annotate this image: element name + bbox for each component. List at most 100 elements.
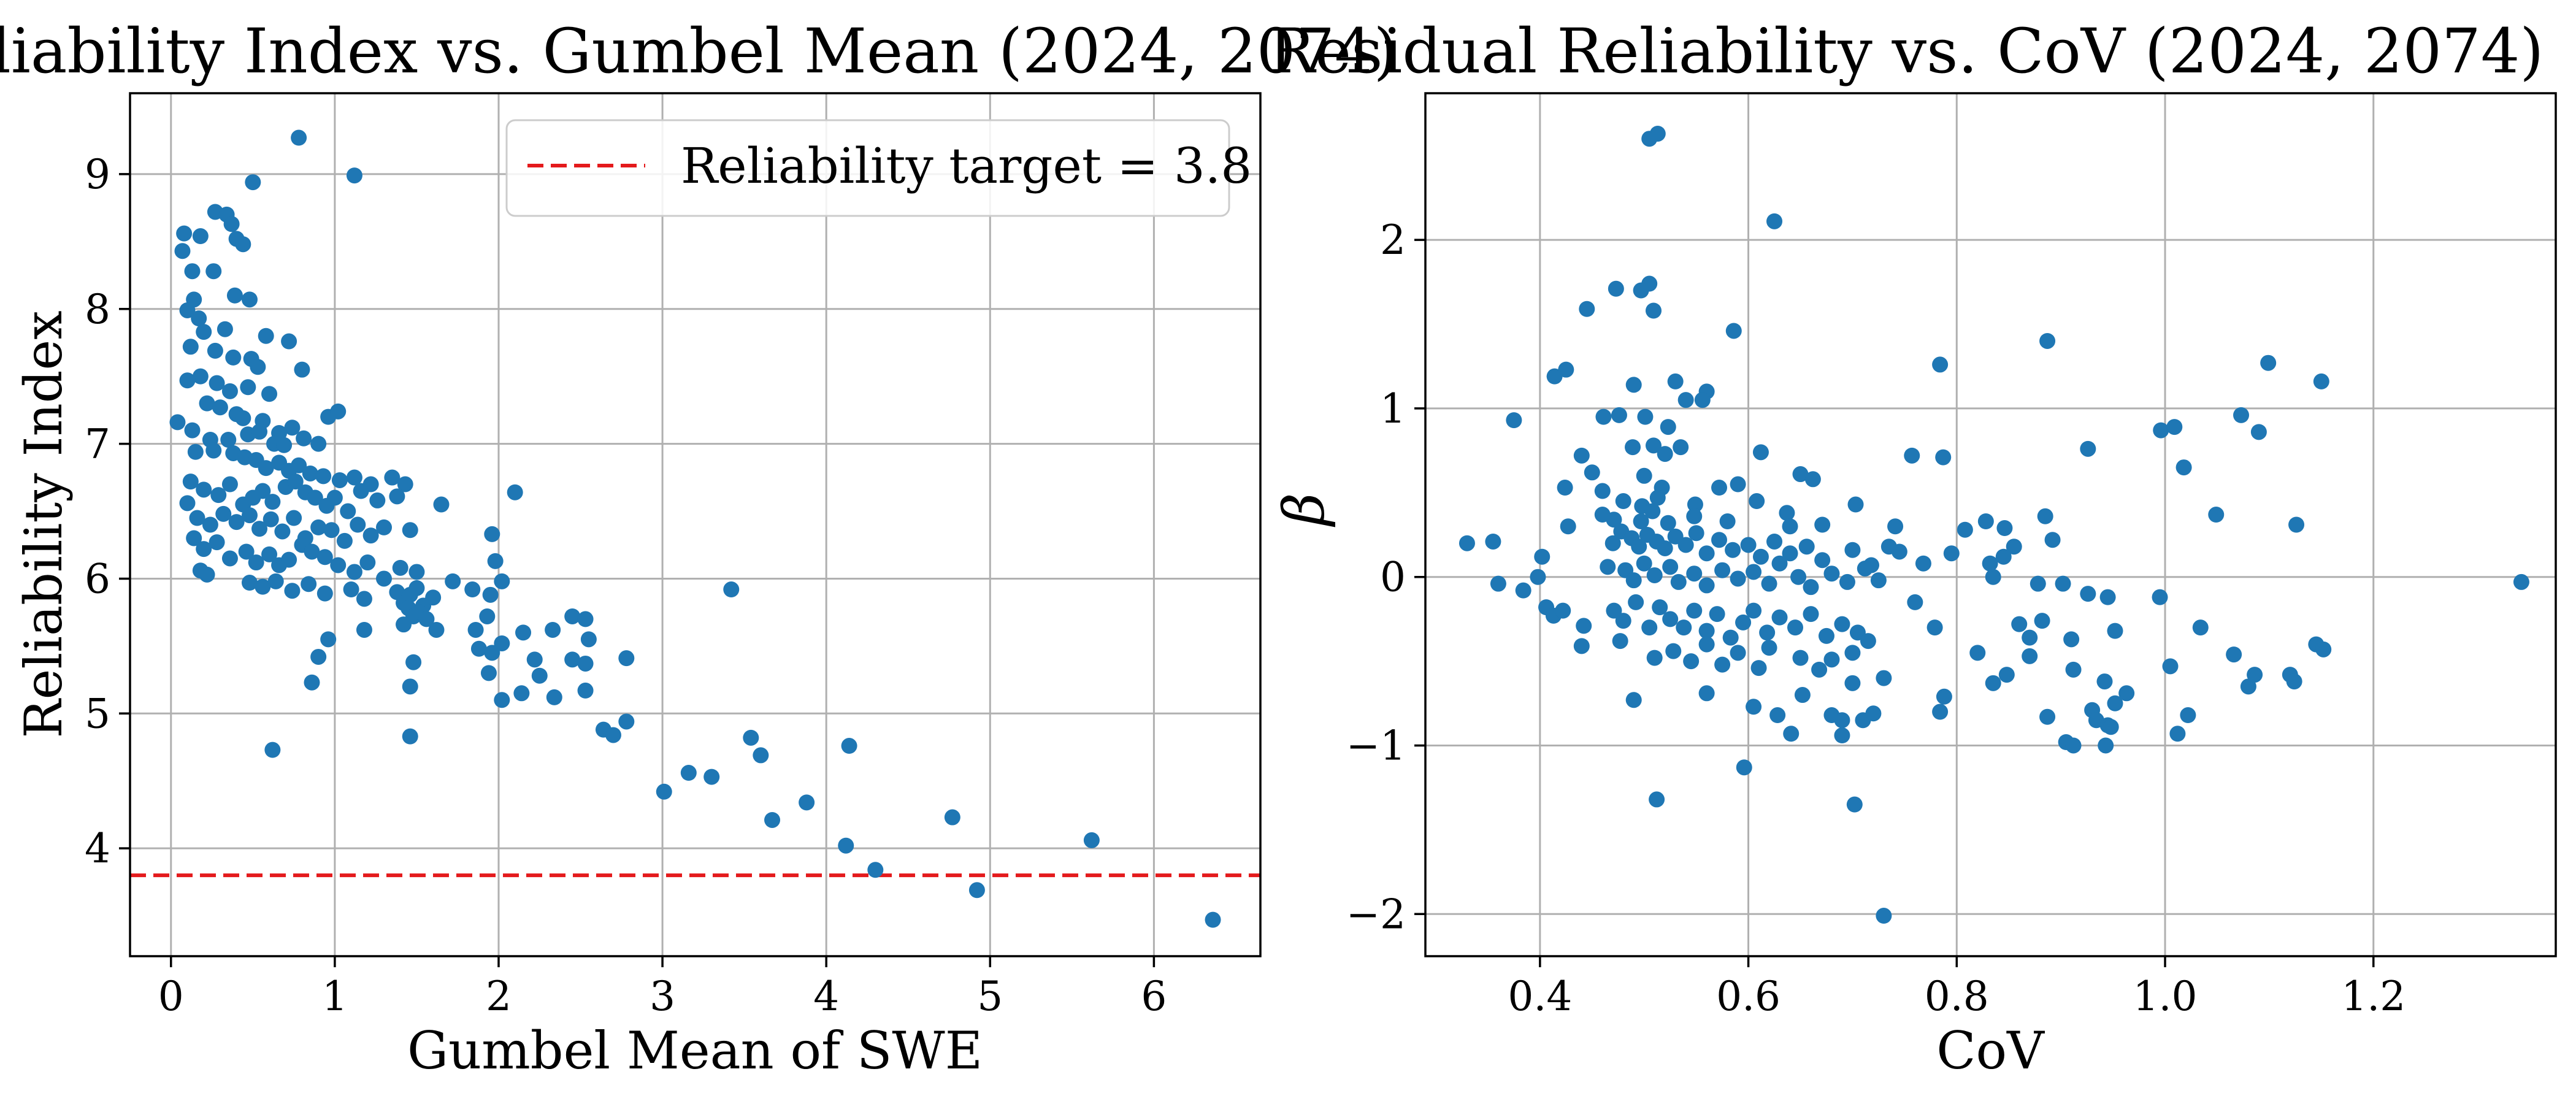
scatter-point [402, 728, 418, 745]
scatter-point [402, 678, 418, 695]
scatter-point [179, 372, 196, 389]
scatter-point [2240, 678, 2256, 695]
scatter-point [302, 465, 318, 481]
right-plot-frame [1424, 92, 2557, 957]
x-tick-label: 1.0 [2133, 973, 2198, 1020]
scatter-point [2315, 641, 2332, 657]
scatter-point [2055, 575, 2071, 592]
scatter-point [330, 403, 347, 420]
scatter-point [1935, 449, 1952, 466]
scatter-point [392, 559, 408, 576]
y-tick-label: 8 [85, 286, 110, 333]
scatter-point [1641, 619, 1658, 636]
scatter-point [186, 530, 202, 546]
scatter-point [251, 423, 268, 440]
scatter-point [182, 473, 199, 490]
scatter-point [1782, 518, 1798, 535]
scatter-point [326, 489, 343, 506]
scatter-point [494, 635, 510, 651]
scatter-point [1633, 282, 1649, 299]
scatter-point [1932, 703, 1949, 720]
scatter-point [255, 578, 271, 595]
scatter-point [577, 682, 594, 699]
scatter-point [418, 611, 435, 627]
scatter-point [1698, 623, 1715, 639]
scatter-point [221, 550, 238, 567]
scatter-point [1844, 645, 1861, 661]
scatter-point [1083, 832, 1100, 848]
x-tick-label: 4 [813, 973, 839, 1020]
scatter-point [2313, 373, 2329, 389]
scatter-point [1576, 618, 1592, 634]
scatter-point [1998, 667, 2015, 683]
scatter-point [1740, 537, 1757, 553]
scatter-point [1730, 476, 1746, 493]
scatter-point [1752, 444, 1769, 461]
scatter-point [1677, 392, 1694, 408]
scatter-point [217, 321, 233, 337]
scatter-point [1652, 599, 1668, 616]
scatter-point [1811, 661, 1828, 678]
scatter-point [291, 457, 307, 473]
scatter-point [1876, 908, 1892, 924]
scatter-point [2226, 646, 2242, 663]
x-tick-label: 0 [158, 973, 184, 1020]
y-tick-label: 7 [85, 421, 110, 468]
scatter-point [264, 494, 281, 510]
right-gridlines [1425, 93, 2556, 956]
scatter-point [618, 650, 635, 667]
scatter-point [1625, 439, 1641, 456]
scatter-point [1977, 513, 1994, 530]
scatter-point [320, 631, 337, 648]
scatter-point [1636, 467, 1652, 484]
scatter-point [1794, 687, 1811, 703]
scatter-point [1646, 567, 1663, 583]
scatter-point [867, 862, 884, 878]
scatter-point [2250, 424, 2267, 440]
scatter-point [301, 576, 317, 592]
scatter-point [225, 349, 242, 366]
scatter-point [1686, 565, 1703, 582]
scatter-point [1725, 323, 1742, 339]
scatter-point [284, 420, 301, 436]
legend-box [505, 119, 1230, 217]
scatter-point [1594, 483, 1611, 499]
scatter-point [356, 591, 372, 607]
y-tick-label: 4 [85, 825, 110, 872]
scatter-point [467, 621, 484, 638]
scatter-point [1915, 555, 1931, 572]
scatter-point [445, 573, 461, 589]
scatter-point [1555, 602, 1571, 619]
scatter-point [1665, 643, 1682, 659]
scatter-point [315, 468, 332, 485]
scatter-point [743, 729, 759, 746]
scatter-point [1573, 447, 1590, 464]
y-tick-label: −2 [1346, 891, 1406, 938]
scatter-point [1662, 611, 1679, 627]
scatter-point [1985, 675, 2001, 691]
scatter-point [507, 484, 523, 500]
scatter-point [304, 674, 320, 691]
scatter-point [359, 554, 376, 571]
scatter-point [192, 368, 209, 385]
scatter-point [577, 655, 594, 672]
scatter-point [656, 783, 672, 800]
left-chart-title: Reliability Index vs. Gumbel Mean (2024,… [0, 15, 1398, 87]
scatter-point [1608, 280, 1624, 297]
scatter-point [384, 469, 401, 486]
scatter-point [1711, 532, 1728, 548]
scatter-point [241, 291, 258, 308]
scatter-point [2162, 658, 2179, 675]
scatter-point [2065, 661, 2082, 678]
scatter-point [397, 476, 413, 493]
scatter-point [1985, 569, 2001, 585]
scatter-point [1750, 660, 1767, 677]
scatter-point [1759, 624, 1776, 641]
left-plot-frame [129, 92, 1262, 957]
scatter-point [487, 553, 504, 569]
y-tick-label: 2 [1380, 217, 1406, 264]
scatter-point [1860, 633, 1876, 650]
scatter-point [1730, 570, 1746, 587]
scatter-point [480, 665, 497, 681]
scatter-point [723, 581, 740, 598]
